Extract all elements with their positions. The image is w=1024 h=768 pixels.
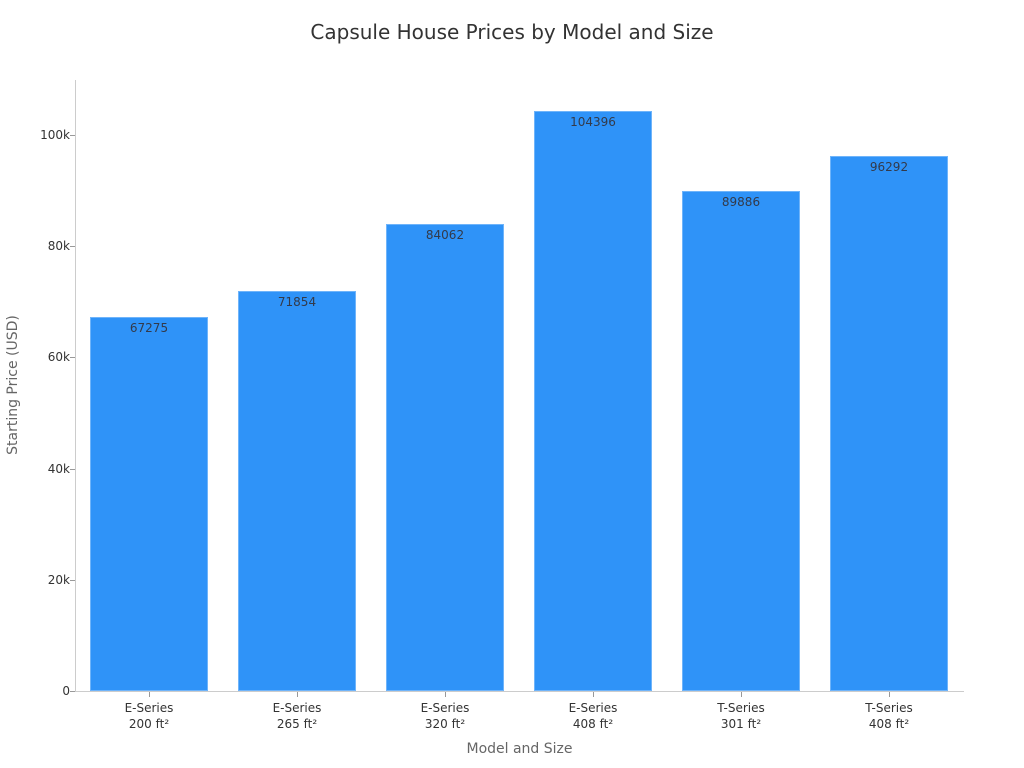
- y-tick-mark: [70, 135, 75, 136]
- x-tick-mark: [593, 692, 594, 697]
- x-tick-model: T-Series: [717, 701, 765, 715]
- y-tick-mark: [70, 246, 75, 247]
- x-tick-label: E-Series 408 ft²: [523, 700, 663, 732]
- y-tick-label: 20k: [47, 572, 70, 587]
- x-tick-model: E-Series: [420, 701, 470, 715]
- x-axis-line: [75, 691, 964, 692]
- y-tick-mark: [70, 691, 75, 692]
- x-axis-label: Model and Size: [466, 741, 573, 757]
- bar-value-label: 104396: [570, 114, 616, 129]
- y-tick-mark: [70, 580, 75, 581]
- bar: [90, 316, 208, 691]
- x-tick-mark: [741, 692, 742, 697]
- x-tick-size: 200 ft²: [128, 717, 170, 731]
- bar: [534, 110, 652, 691]
- x-tick-mark: [297, 692, 298, 697]
- x-tick-label: E-Series 265 ft²: [227, 700, 367, 732]
- bar-value-label: 84062: [425, 227, 465, 242]
- bar: [830, 155, 948, 691]
- x-tick-mark: [149, 692, 150, 697]
- y-tick-label: 60k: [47, 350, 70, 365]
- bar: [386, 223, 504, 691]
- bar-value-label: 71854: [277, 295, 317, 310]
- x-tick-model: T-Series: [865, 701, 913, 715]
- y-tick-label: 100k: [40, 128, 70, 142]
- x-tick-model: E-Series: [272, 701, 322, 715]
- y-tick-mark: [70, 357, 75, 358]
- y-axis-line: [75, 80, 76, 692]
- x-tick-label: E-Series 200 ft²: [79, 700, 219, 732]
- x-tick-size: 408 ft²: [868, 717, 910, 731]
- x-tick-size: 301 ft²: [720, 717, 762, 731]
- bar-value-label: 96292: [869, 159, 909, 174]
- x-tick-label: T-Series 301 ft²: [671, 700, 811, 732]
- y-tick-label: 0: [62, 684, 70, 698]
- x-tick-model: E-Series: [124, 701, 174, 715]
- x-tick-label: E-Series 320 ft²: [375, 700, 515, 732]
- y-tick-mark: [70, 469, 75, 470]
- y-tick-label: 80k: [47, 239, 70, 254]
- x-tick-mark: [889, 692, 890, 697]
- bar-value-label: 67275: [129, 320, 169, 335]
- x-tick-label: T-Series 408 ft²: [819, 700, 959, 732]
- bar: [682, 191, 800, 691]
- bar: [238, 291, 356, 691]
- x-tick-size: 265 ft²: [276, 717, 318, 731]
- chart-title: Capsule House Prices by Model and Size: [310, 20, 714, 44]
- y-tick-label: 40k: [47, 461, 70, 476]
- y-axis-label: Starting Price (USD): [5, 315, 21, 455]
- x-tick-size: 408 ft²: [572, 717, 614, 731]
- x-tick-mark: [445, 692, 446, 697]
- x-tick-model: E-Series: [568, 701, 618, 715]
- bar-value-label: 89886: [721, 195, 761, 210]
- x-tick-size: 320 ft²: [424, 717, 466, 731]
